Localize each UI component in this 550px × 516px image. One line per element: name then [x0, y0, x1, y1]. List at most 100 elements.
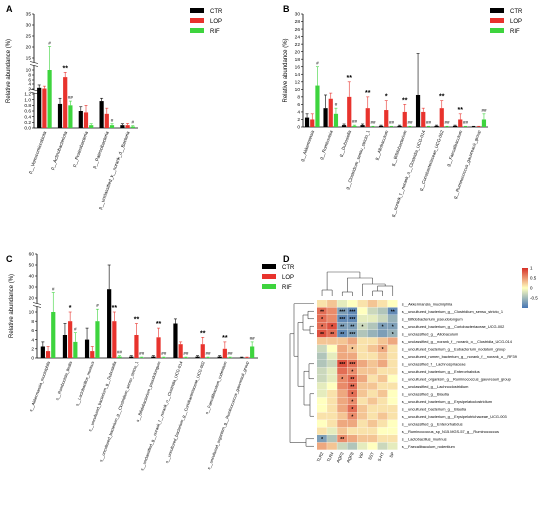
heatmap-col-label: TLR2	[316, 451, 325, 463]
bar-lop	[458, 119, 463, 127]
heatmap-cell	[357, 412, 368, 420]
y-tick-label: 8	[297, 95, 300, 101]
legend-label-lop: LOP	[210, 19, 222, 25]
heatmap-star: **	[391, 310, 395, 316]
heatmap-cell	[377, 420, 388, 428]
y-tick-label: 1.2	[24, 92, 31, 98]
heatmap-cell	[327, 345, 337, 353]
heatmap-cell	[317, 442, 327, 450]
heatmap-cell	[347, 315, 358, 323]
bar-rif	[95, 321, 100, 358]
x-tick-label: s__Faecalibaculum_rodentium	[204, 360, 228, 415]
y-tick-label: 6	[297, 102, 300, 108]
heatmap-cell	[387, 382, 398, 390]
bar-rif	[130, 126, 135, 128]
bar-rif	[352, 125, 357, 127]
heatmap-cell	[317, 427, 327, 435]
heatmap-cell	[377, 427, 388, 435]
heatmap-star: **	[340, 325, 344, 331]
heatmap-cell	[337, 405, 347, 413]
bar-lop	[125, 125, 130, 128]
heatmap-cell	[317, 435, 327, 443]
y-tick-label: 0.6	[24, 109, 31, 115]
legend-swatch-lop	[490, 18, 504, 23]
bar-ctr	[304, 117, 310, 127]
significance-star: **	[156, 321, 162, 328]
x-tick-label: g__Allobaculum	[374, 129, 390, 160]
bar-lop	[200, 344, 205, 358]
y-tick-label: 30	[26, 23, 32, 29]
significance-hash: ##	[444, 120, 450, 125]
heatmap-cell	[387, 427, 398, 435]
heatmap-cell	[317, 412, 327, 420]
heatmap-cell	[317, 337, 327, 345]
significance-hash: ##	[250, 336, 256, 341]
significance-star: **	[347, 75, 353, 82]
significance-hash: ##	[463, 120, 469, 125]
heatmap-cell	[367, 345, 378, 353]
significance-hash: ##	[481, 108, 487, 113]
bar-ctr	[217, 356, 222, 358]
heatmap-star: *	[351, 415, 353, 421]
bar-ctr	[378, 125, 384, 127]
heatmap-cell	[377, 315, 388, 323]
heatmap-cell	[387, 367, 398, 375]
bar-ctr	[434, 125, 439, 127]
y-tick-label: 50	[29, 263, 35, 269]
heatmap-cell	[367, 412, 378, 420]
bar-rif	[109, 125, 115, 128]
heatmap-cell	[347, 322, 358, 330]
y-tick-label: 24	[295, 34, 301, 40]
bar-ctr	[57, 103, 63, 128]
heatmap-cell	[357, 390, 368, 398]
significance-star: *	[69, 305, 72, 312]
bar-rif	[73, 341, 78, 358]
heatmap-cell	[317, 315, 327, 323]
y-tick-label: 30	[29, 285, 35, 291]
panel-C: C 0 2 4 6 8 10 20 30 40 50 60 Relative abundance (%)…	[6, 252, 295, 471]
heatmap-cell	[337, 367, 347, 375]
y-tick-label: 30	[295, 12, 301, 18]
y-tick-label: 2	[28, 87, 31, 93]
heatmap-cell	[367, 367, 378, 375]
heatmap-star: **	[330, 332, 334, 338]
bar-ctr	[151, 356, 156, 358]
heatmap-cell	[357, 382, 368, 390]
heatmap-cell	[357, 442, 368, 450]
heatmap-star: ***	[339, 317, 345, 323]
heatmap-cell	[327, 367, 337, 375]
y-tick-label: 10	[26, 68, 32, 74]
axis-break-gap	[30, 62, 38, 66]
y-tick-label: 0	[31, 356, 34, 362]
legend-swatch-lop	[190, 18, 204, 23]
heatmap-cell	[337, 337, 347, 345]
heatmap-row-label: s__unclassified_g__Enterorhabdus	[402, 421, 463, 426]
bar-ctr	[37, 87, 42, 128]
bar-rif	[51, 312, 56, 358]
legend-swatch-rif	[262, 284, 276, 289]
bar-ctr	[78, 111, 83, 128]
heatmap-cell	[357, 427, 368, 435]
bar-lop	[402, 111, 407, 127]
heatmap-cell	[377, 435, 388, 443]
heatmap-cell	[377, 330, 388, 338]
y-tick-label: 2	[31, 347, 34, 353]
bar-ctr	[173, 323, 178, 358]
colorbar-tick-label: 0	[530, 286, 533, 291]
significance-star: **	[222, 335, 228, 342]
heatmap-row-label: s__Akkermansia_muciniphila	[402, 301, 453, 306]
heatmap-row-label: s__uncultured_bacterium_g__Eubacterium_n…	[402, 346, 506, 351]
bar-lop	[347, 96, 352, 127]
heatmap-col-label: AQP3	[335, 451, 345, 464]
significance-hash: ##	[426, 120, 432, 125]
heatmap-star: *	[361, 325, 363, 331]
heatmap-cell	[337, 360, 347, 368]
heatmap-cell	[377, 397, 388, 405]
x-tick-label: g__norank_f__norank_o__Clostridia_UCG-01…	[390, 129, 426, 217]
heatmap-cell	[347, 412, 358, 420]
colorbar-tick-label: 1	[530, 266, 533, 271]
panel-D: Ds__Akkermansia_muciniphila** *** *** ** s__…	[283, 254, 538, 464]
bar-lop	[439, 108, 444, 127]
bar-lop	[83, 112, 89, 128]
heatmap-cell	[367, 300, 378, 308]
